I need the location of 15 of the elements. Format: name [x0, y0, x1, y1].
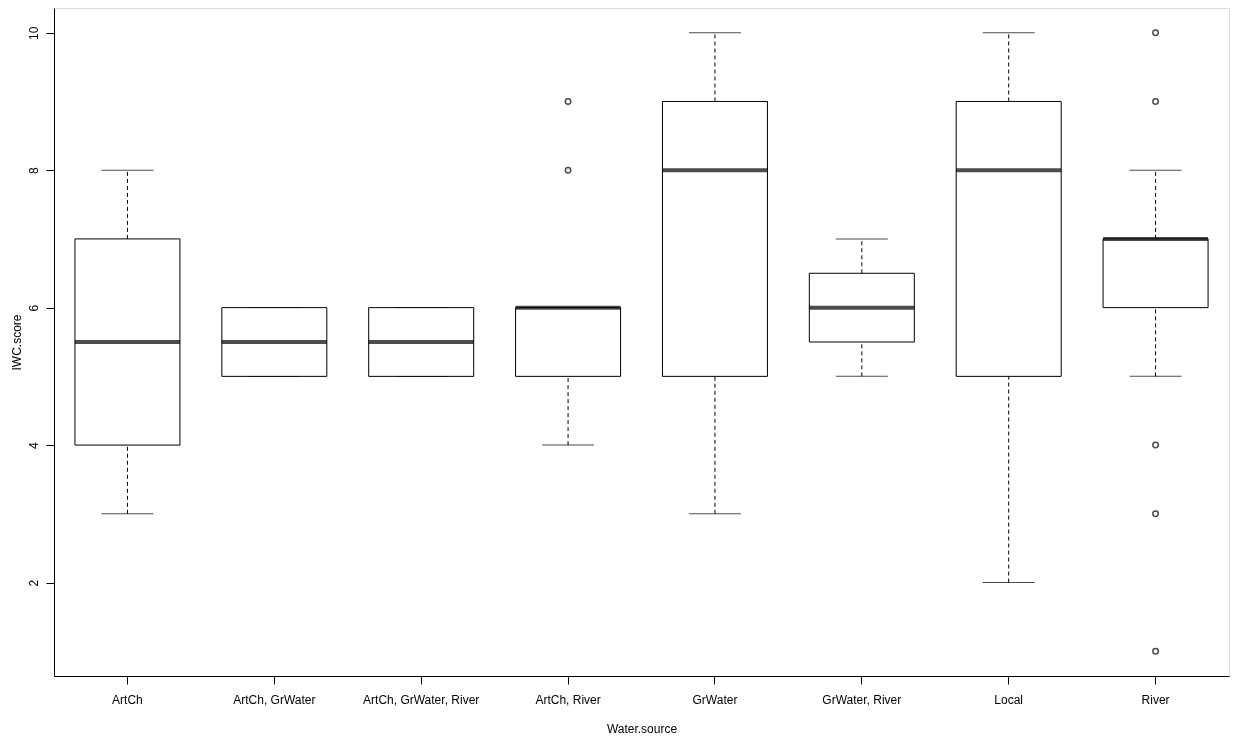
x-axis-title: Water.source — [606, 721, 678, 736]
x-tick-label: ArtCh, GrWater, River — [363, 692, 480, 707]
y-tick-label: 2 — [26, 579, 41, 587]
x-tick-label: ArtCh, River — [535, 692, 601, 707]
x-tick-label: River — [1141, 692, 1170, 707]
y-tick-label: 4 — [26, 441, 41, 449]
y-tick-label: 8 — [26, 167, 41, 175]
y-tick-label: 6 — [26, 304, 41, 312]
x-tick-label: GrWater — [692, 692, 738, 707]
y-axis-title: IWC.score — [9, 314, 24, 371]
x-tick-label: GrWater, River — [822, 692, 902, 707]
x-tick-label: Local — [994, 692, 1024, 707]
y-tick-label: 10 — [26, 26, 41, 40]
x-tick-label: ArtCh, GrWater — [233, 692, 316, 707]
x-tick-label: ArtCh — [112, 692, 143, 707]
